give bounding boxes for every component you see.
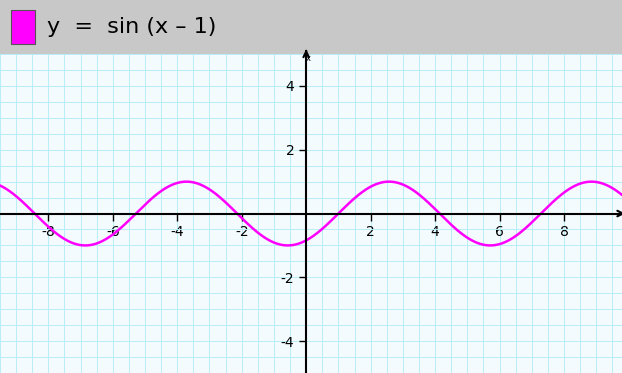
Text: y  =  sin (x – 1): y = sin (x – 1) <box>47 17 216 37</box>
FancyBboxPatch shape <box>11 10 35 44</box>
Text: x: x <box>305 54 310 63</box>
